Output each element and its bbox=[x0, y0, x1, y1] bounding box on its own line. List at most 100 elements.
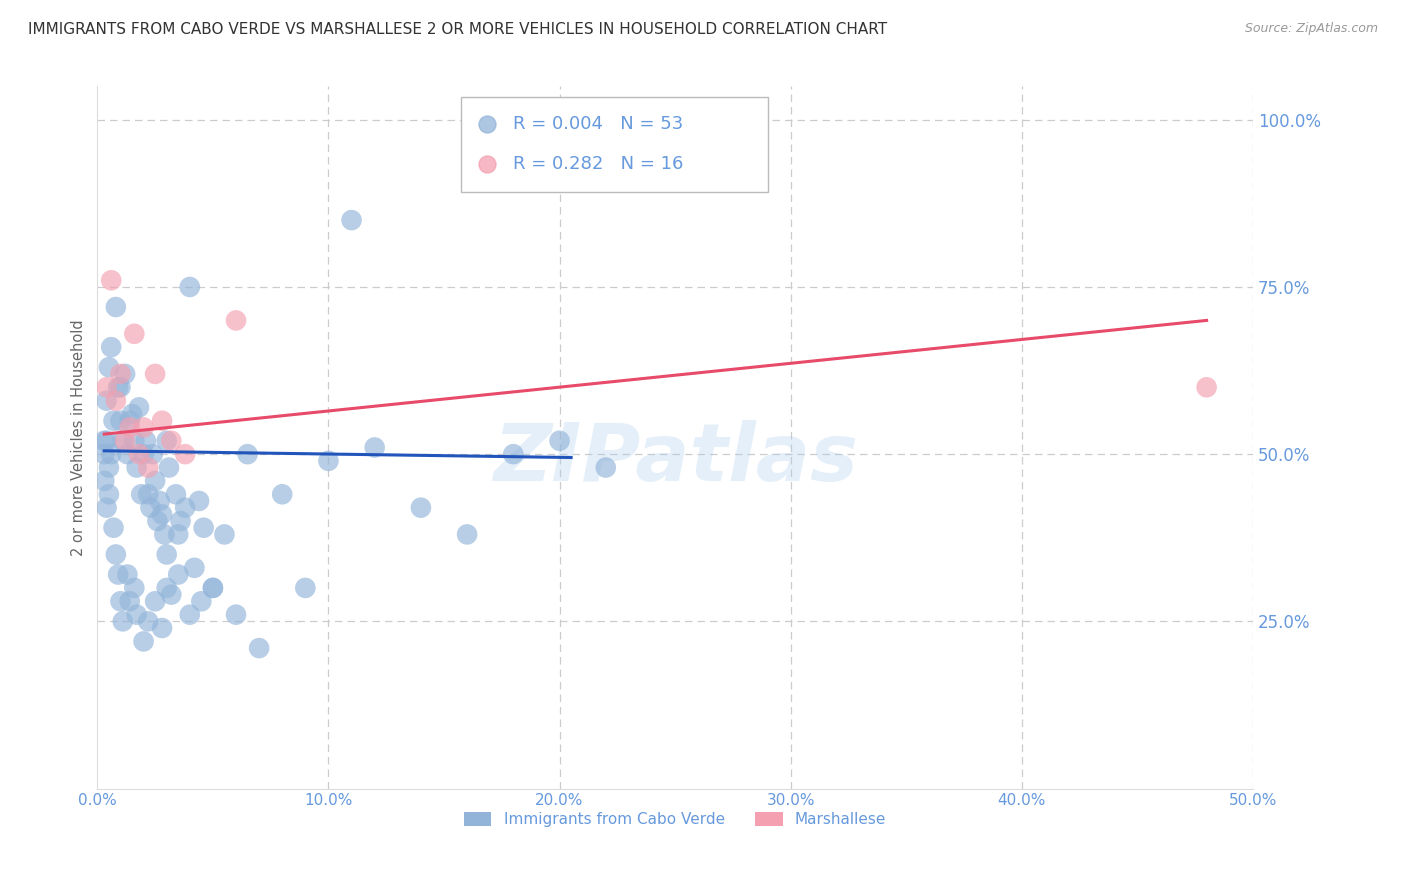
Point bbox=[128, 401, 150, 415]
Point bbox=[103, 414, 125, 428]
Point bbox=[117, 567, 139, 582]
Point bbox=[93, 434, 115, 448]
Point bbox=[156, 434, 179, 448]
Point bbox=[118, 420, 141, 434]
Point bbox=[1195, 380, 1218, 394]
Point bbox=[93, 447, 115, 461]
Point bbox=[111, 434, 134, 448]
Point bbox=[165, 487, 187, 501]
Point bbox=[132, 447, 155, 461]
Point bbox=[125, 460, 148, 475]
Point bbox=[146, 514, 169, 528]
Point bbox=[183, 561, 205, 575]
Point bbox=[190, 594, 212, 608]
Point bbox=[160, 588, 183, 602]
Point bbox=[142, 447, 165, 461]
Text: R = 0.282   N = 16: R = 0.282 N = 16 bbox=[513, 154, 683, 172]
Point bbox=[174, 500, 197, 515]
Point bbox=[97, 460, 120, 475]
Text: R = 0.004   N = 53: R = 0.004 N = 53 bbox=[513, 114, 683, 133]
Point bbox=[110, 367, 132, 381]
Point bbox=[143, 594, 166, 608]
Point bbox=[153, 527, 176, 541]
Point bbox=[96, 434, 118, 448]
Point bbox=[179, 607, 201, 622]
Point bbox=[179, 280, 201, 294]
Point bbox=[157, 460, 180, 475]
Point bbox=[128, 447, 150, 461]
Point bbox=[124, 581, 146, 595]
Text: IMMIGRANTS FROM CABO VERDE VS MARSHALLESE 2 OR MORE VEHICLES IN HOUSEHOLD CORREL: IMMIGRANTS FROM CABO VERDE VS MARSHALLES… bbox=[28, 22, 887, 37]
Point bbox=[214, 527, 236, 541]
Point bbox=[318, 454, 340, 468]
Point bbox=[97, 360, 120, 375]
Point bbox=[132, 634, 155, 648]
Point bbox=[93, 474, 115, 488]
Text: Source: ZipAtlas.com: Source: ZipAtlas.com bbox=[1244, 22, 1378, 36]
Point bbox=[97, 487, 120, 501]
Point bbox=[125, 607, 148, 622]
Point bbox=[96, 380, 118, 394]
Point bbox=[456, 527, 478, 541]
Point bbox=[104, 300, 127, 314]
Point bbox=[104, 548, 127, 562]
Point bbox=[236, 447, 259, 461]
Point bbox=[110, 594, 132, 608]
Point bbox=[132, 420, 155, 434]
Point bbox=[156, 548, 179, 562]
Point bbox=[201, 581, 224, 595]
FancyBboxPatch shape bbox=[461, 97, 768, 192]
Point bbox=[124, 326, 146, 341]
Point bbox=[143, 367, 166, 381]
Point bbox=[865, 186, 887, 201]
Point bbox=[167, 567, 190, 582]
Point bbox=[103, 521, 125, 535]
Point bbox=[294, 581, 316, 595]
Point bbox=[107, 380, 129, 394]
Point bbox=[193, 521, 215, 535]
Point bbox=[114, 434, 136, 448]
Point bbox=[136, 460, 159, 475]
Point bbox=[247, 641, 270, 656]
Point bbox=[409, 500, 432, 515]
Point bbox=[149, 494, 172, 508]
Point bbox=[129, 487, 152, 501]
Text: ZIPatlas: ZIPatlas bbox=[492, 419, 858, 498]
Point bbox=[363, 441, 385, 455]
Point bbox=[111, 615, 134, 629]
Point bbox=[118, 594, 141, 608]
Point bbox=[150, 414, 173, 428]
Point bbox=[150, 508, 173, 522]
Point bbox=[110, 414, 132, 428]
Point bbox=[271, 487, 294, 501]
Point bbox=[201, 581, 224, 595]
Point bbox=[100, 273, 122, 287]
Point bbox=[100, 447, 122, 461]
Point bbox=[174, 447, 197, 461]
Point bbox=[136, 615, 159, 629]
Point bbox=[595, 460, 617, 475]
Point bbox=[169, 514, 191, 528]
Point bbox=[96, 500, 118, 515]
Point bbox=[502, 447, 524, 461]
Point bbox=[96, 393, 118, 408]
Point bbox=[135, 434, 157, 448]
Point bbox=[865, 148, 887, 162]
Point bbox=[121, 407, 143, 421]
Legend: Immigrants from Cabo Verde, Marshallese: Immigrants from Cabo Verde, Marshallese bbox=[458, 806, 893, 833]
Point bbox=[100, 340, 122, 354]
Point bbox=[167, 527, 190, 541]
Point bbox=[225, 313, 247, 327]
Point bbox=[139, 500, 162, 515]
Point bbox=[104, 393, 127, 408]
Point bbox=[188, 494, 211, 508]
Y-axis label: 2 or more Vehicles in Household: 2 or more Vehicles in Household bbox=[72, 319, 86, 556]
Point bbox=[340, 213, 363, 227]
Point bbox=[118, 414, 141, 428]
Point bbox=[124, 434, 146, 448]
Point bbox=[150, 621, 173, 635]
Point bbox=[225, 607, 247, 622]
Point bbox=[156, 581, 179, 595]
Point bbox=[107, 567, 129, 582]
Point bbox=[548, 434, 571, 448]
